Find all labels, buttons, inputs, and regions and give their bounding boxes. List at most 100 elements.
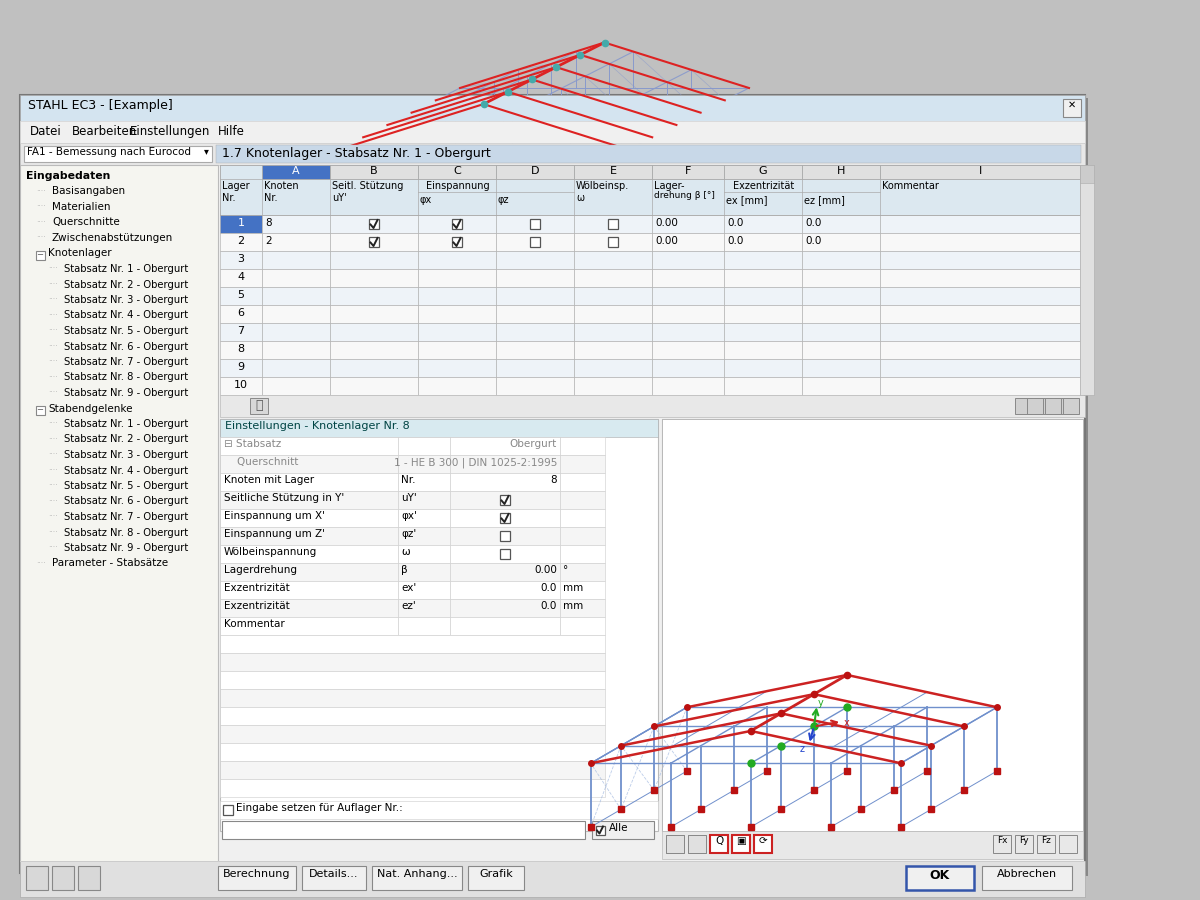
Text: Kommentar: Kommentar [882,181,938,191]
Bar [560,509,605,527]
Text: Berechnung: Berechnung [223,869,290,879]
Text: φz': φz' [401,529,416,539]
Bar [560,491,605,509]
Bar [754,835,772,853]
Text: ▾: ▾ [204,146,209,156]
Bar [450,437,560,455]
Bar [220,689,605,707]
Bar [1055,398,1072,414]
Bar [418,215,496,233]
Text: Stabsatz Nr. 5 - Obergurt: Stabsatz Nr. 5 - Obergurt [64,326,188,336]
Text: ····: ···· [48,528,58,537]
Text: ex [mm]: ex [mm] [726,195,768,205]
Bar [262,165,330,179]
Text: Knoten
Nr.: Knoten Nr. [264,181,299,202]
Text: Querschnitt: Querschnitt [224,457,299,467]
Text: Nat. Anhang...: Nat. Anhang... [377,869,457,879]
Text: Stabsatz Nr. 8 - Obergurt: Stabsatz Nr. 8 - Obergurt [64,527,188,537]
Text: Basisangaben: Basisangaben [52,186,125,196]
Text: Grafik: Grafik [479,869,512,879]
Text: Obergurt: Obergurt [510,439,557,449]
Text: Materialien: Materialien [52,202,110,212]
Text: 3: 3 [238,254,245,264]
Bar [496,305,574,323]
Bar [880,377,1080,395]
Bar [724,269,802,287]
Bar [450,563,560,581]
Bar [574,251,652,269]
Text: drehung β [°]: drehung β [°] [654,191,715,200]
Bar [496,215,574,233]
Bar [592,821,654,839]
Text: I: I [978,166,982,176]
Bar [23,98,1088,876]
Bar [220,233,262,251]
Bar [330,359,418,377]
Text: ····: ···· [48,389,58,398]
Text: Lagerdrehung: Lagerdrehung [224,565,298,575]
Bar [666,835,684,853]
Bar [724,305,802,323]
Text: Stabsatz Nr. 4 - Obergurt: Stabsatz Nr. 4 - Obergurt [64,465,188,475]
Text: Stabsatz Nr. 5 - Obergurt: Stabsatz Nr. 5 - Obergurt [64,481,188,491]
Text: 0.0: 0.0 [727,236,743,246]
Bar [560,581,605,599]
Bar [652,215,724,233]
Bar [418,323,496,341]
Bar [802,305,880,323]
Text: y: y [818,698,823,708]
Bar [1034,398,1051,414]
Bar [652,165,724,179]
Text: Nr.: Nr. [401,475,415,485]
Bar [398,455,450,473]
Bar [880,359,1080,377]
Text: ω: ω [401,547,409,557]
Bar [398,581,450,599]
Text: ez': ez' [401,601,415,611]
Text: °: ° [563,565,569,575]
Text: Stabsatz Nr. 6 - Obergurt: Stabsatz Nr. 6 - Obergurt [64,497,188,507]
Bar [802,215,880,233]
Text: Einstellungen: Einstellungen [130,125,210,138]
Bar [560,617,605,635]
Text: A: A [292,166,300,176]
Bar [652,359,724,377]
Text: Fy: Fy [1019,836,1028,845]
Bar [574,287,652,305]
Bar [20,121,1085,143]
Text: Stabsatz Nr. 1 - Obergurt: Stabsatz Nr. 1 - Obergurt [64,264,188,274]
Bar [1015,835,1033,853]
Bar [36,250,46,259]
Bar [220,341,262,359]
Bar [372,866,462,890]
Bar [330,215,418,233]
Text: uY': uY' [332,193,347,203]
Bar [52,866,74,890]
Bar [652,377,724,395]
Bar [574,165,652,179]
Bar [398,437,450,455]
Bar [688,835,706,853]
Bar [330,323,418,341]
Text: 0.0: 0.0 [541,583,557,593]
Bar [1015,398,1031,414]
Bar [608,219,618,229]
Text: 6: 6 [238,308,245,318]
Bar [330,251,418,269]
Bar [724,341,802,359]
Bar [398,509,450,527]
Bar [220,545,398,563]
Text: Eingabe setzen für Auflager Nr.:: Eingabe setzen für Auflager Nr.: [236,803,403,813]
Bar [418,269,496,287]
Bar [418,305,496,323]
Bar [574,323,652,341]
Bar [220,743,605,761]
Bar [418,341,496,359]
Text: ····: ···· [48,311,58,320]
Bar [1037,835,1055,853]
Bar [724,215,802,233]
Bar [724,377,802,395]
Bar [220,269,262,287]
Text: H: H [836,166,845,176]
Bar [452,219,462,229]
